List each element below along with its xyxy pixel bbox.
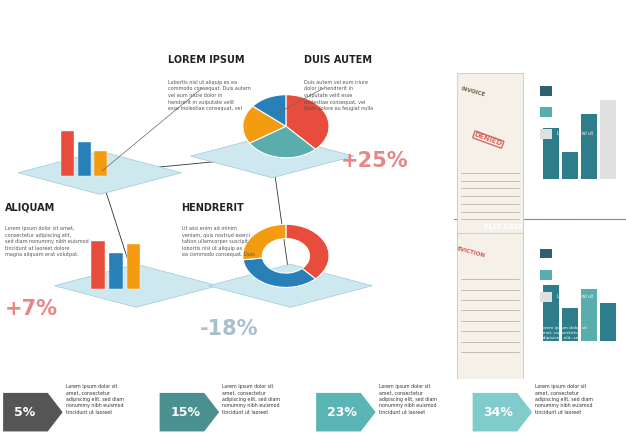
Wedge shape (250, 126, 316, 158)
Bar (543, 128, 559, 179)
Text: HENDRERIT: HENDRERIT (182, 203, 244, 213)
Text: Lorem ipsum dolor sit
amet, consectetur
adipiscing elit, sed
diam nonummy nibh
e: Lorem ipsum dolor sit amet, consectetur … (540, 326, 590, 365)
Text: Lorem ipsum dolor sit
amet, consectetur
adipiscing elit, sed diam
nonummy nibh e: Lorem ipsum dolor sit amet, consectetur … (222, 384, 280, 415)
Text: Duis autem vel: Duis autem vel (557, 251, 594, 256)
Text: 15%: 15% (170, 406, 200, 419)
Bar (562, 308, 578, 341)
Text: Lobortis nisl ut: Lobortis nisl ut (557, 131, 593, 136)
Text: Lorem ipsum dolor sit
amet, consectetur
adipiscing elit, sed diam
nonummy nibh e: Lorem ipsum dolor sit amet, consectetur … (66, 384, 124, 415)
Bar (540, 249, 552, 259)
Wedge shape (243, 258, 316, 288)
Text: 34%: 34% (483, 406, 513, 419)
Bar (600, 101, 616, 179)
Wedge shape (243, 106, 286, 143)
Text: INVOICE: INVOICE (460, 86, 486, 98)
Text: Lorem ipsum dolor sit amet,
consectetur adipiscing elit,
sed diam nonummy nibh e: Lorem ipsum dolor sit amet, consectetur … (4, 226, 88, 257)
Text: Molestie conse: Molestie conse (557, 109, 593, 114)
Bar (457, 73, 523, 239)
Text: 23%: 23% (327, 406, 357, 419)
Text: +7%: +7% (4, 299, 58, 319)
Wedge shape (253, 95, 286, 126)
Text: Lorem ipsum dolor sit
amet, consectetur
adipiscing elit, sed
diam nonummy nibh
e: Lorem ipsum dolor sit amet, consectetur … (540, 196, 588, 230)
Polygon shape (3, 393, 63, 431)
Bar (540, 270, 552, 280)
Text: Lorem ipsum dolor sit
amet, consectetur
adipiscing elit, sed diam
nonummy nibh e: Lorem ipsum dolor sit amet, consectetur … (379, 384, 437, 415)
Text: Lobortis nisl ut aliquip ex ea
commodo consequat. Duis autem
vel eum iriure dolo: Lobortis nisl ut aliquip ex ea commodo c… (168, 80, 250, 111)
Polygon shape (208, 264, 372, 307)
Bar (540, 129, 552, 139)
Polygon shape (54, 264, 218, 307)
Text: Ut wisi enim ad minim
veniam, quis nostrud exerci
tation ullamcorper suscipit
lo: Ut wisi enim ad minim veniam, quis nostr… (182, 226, 254, 257)
Text: +25%: +25% (341, 151, 408, 171)
Bar (95, 151, 107, 176)
Text: Molestie conse: Molestie conse (557, 272, 593, 277)
Text: LOBORTIS NISL UT ALIQUIP: LOBORTIS NISL UT ALIQUIP (485, 55, 595, 61)
Text: ALIQUAM: ALIQUAM (4, 203, 55, 213)
Bar (61, 131, 74, 176)
Bar (127, 244, 140, 289)
Text: POVERTY INFOGRAPHICS: POVERTY INFOGRAPHICS (119, 9, 507, 37)
Wedge shape (243, 224, 286, 260)
Text: Lobortis nisl ut: Lobortis nisl ut (557, 294, 593, 299)
Bar (581, 289, 597, 341)
Text: 5%: 5% (14, 406, 35, 419)
Polygon shape (473, 393, 532, 431)
Polygon shape (18, 151, 182, 194)
Bar (543, 285, 559, 341)
Bar (109, 253, 123, 289)
Bar (581, 114, 597, 179)
Wedge shape (286, 224, 329, 279)
Bar (600, 303, 616, 341)
Text: EVICTION: EVICTION (456, 246, 486, 258)
Bar (540, 107, 552, 117)
Text: ELIT ESSE MOLESTIE CONSE: ELIT ESSE MOLESTIE CONSE (484, 224, 596, 230)
Polygon shape (190, 135, 354, 178)
Bar (91, 241, 105, 289)
Text: Lorem ipsum dolor sit
amet, consectetur
adipiscing elit, sed diam
nonummy nibh e: Lorem ipsum dolor sit amet, consectetur … (535, 384, 593, 415)
Text: DENIED: DENIED (473, 132, 503, 148)
Bar (540, 292, 552, 302)
Text: Duis autem vel eum iriure
dolor in hendrerit in
vulputate velit esse
molestiae c: Duis autem vel eum iriure dolor in hendr… (304, 80, 373, 111)
Text: LOREM IPSUM: LOREM IPSUM (168, 55, 244, 65)
Bar (562, 152, 578, 179)
Polygon shape (316, 393, 376, 431)
Text: -18%: -18% (200, 319, 258, 339)
Polygon shape (160, 393, 219, 431)
Text: DUIS AUTEM: DUIS AUTEM (304, 55, 372, 65)
Bar (457, 233, 523, 385)
Bar (78, 142, 91, 176)
Wedge shape (286, 95, 329, 149)
Bar (540, 86, 552, 96)
Text: Duis autem vel: Duis autem vel (557, 88, 594, 93)
